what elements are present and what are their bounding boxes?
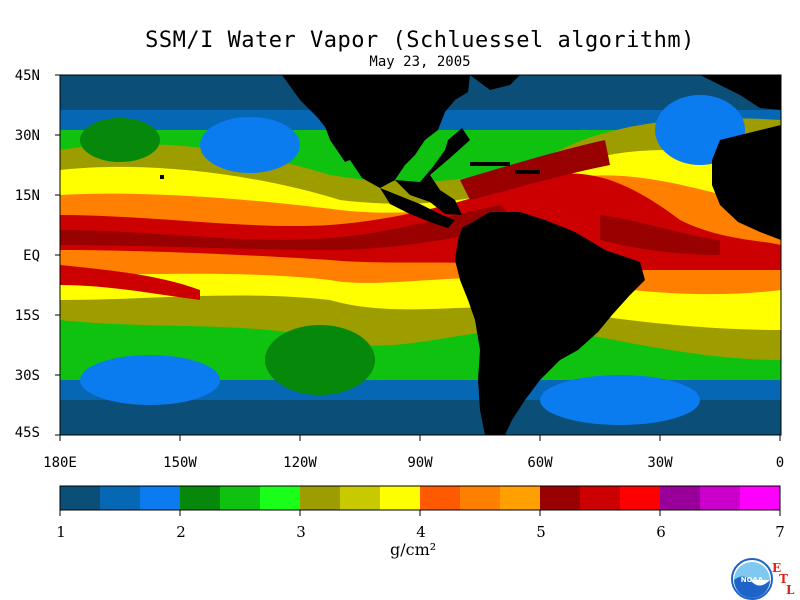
colorbar-swatch xyxy=(540,486,581,510)
logo-letter: E xyxy=(772,561,782,575)
colorbar-swatch xyxy=(300,486,341,510)
colorbar-tick-label: 4 xyxy=(416,523,426,541)
colorbar-tick-label: 1 xyxy=(56,523,66,541)
map-date: May 23, 2005 xyxy=(369,54,471,70)
lon-label: 0 xyxy=(775,455,785,471)
lat-label: 15N xyxy=(14,188,40,204)
lat-label: 15S xyxy=(14,308,40,324)
colorbar-swatch xyxy=(660,486,701,510)
colorbar-units: g/cm² xyxy=(390,540,437,559)
colorbar-swatch xyxy=(260,486,301,510)
noaa-logo-text: NOAA xyxy=(741,576,764,584)
colorbar-swatch xyxy=(220,486,261,510)
colorbar xyxy=(59,485,781,516)
vapor-field xyxy=(60,75,781,435)
colorbar-swatch xyxy=(620,486,661,510)
colorbar-swatch xyxy=(420,486,461,510)
lat-label: 45N xyxy=(14,68,40,84)
lon-label: 90W xyxy=(407,455,433,471)
colorbar-tick-label: 3 xyxy=(296,523,306,541)
lat-label: 45S xyxy=(14,425,40,441)
lat-label: EQ xyxy=(23,248,40,264)
lat-ticks xyxy=(55,74,781,441)
colorbar-swatch xyxy=(140,486,181,510)
logo-letter: L xyxy=(786,583,795,597)
colorbar-swatch xyxy=(100,486,141,510)
lon-label: 30W xyxy=(647,455,673,471)
colorbar-swatch xyxy=(180,486,221,510)
colorbar-tick-label: 6 xyxy=(656,523,666,541)
colorbar-swatch xyxy=(60,486,101,510)
lon-label: 150W xyxy=(163,455,197,471)
lon-label: 120W xyxy=(283,455,317,471)
map-title: SSM/I Water Vapor (Schluessel algorithm) xyxy=(145,28,695,53)
colorbar-swatch xyxy=(500,486,541,510)
colorbar-tick-label: 5 xyxy=(536,523,546,541)
lon-label: 180E xyxy=(43,455,77,471)
colorbar-swatch xyxy=(740,486,781,510)
lat-label: 30N xyxy=(14,128,40,144)
colorbar-swatch xyxy=(380,486,421,510)
colorbar-swatch xyxy=(460,486,501,510)
colorbar-tick-label: 7 xyxy=(775,523,785,541)
noaa-logo: NOAA xyxy=(731,558,773,600)
colorbar-swatch xyxy=(340,486,381,510)
colorbar-swatch xyxy=(580,486,621,510)
lon-label: 60W xyxy=(527,455,553,471)
lat-label: 30S xyxy=(14,368,40,384)
colorbar-swatch xyxy=(700,486,741,510)
logo-letter: T xyxy=(779,572,788,586)
colorbar-tick-label: 2 xyxy=(176,523,186,541)
